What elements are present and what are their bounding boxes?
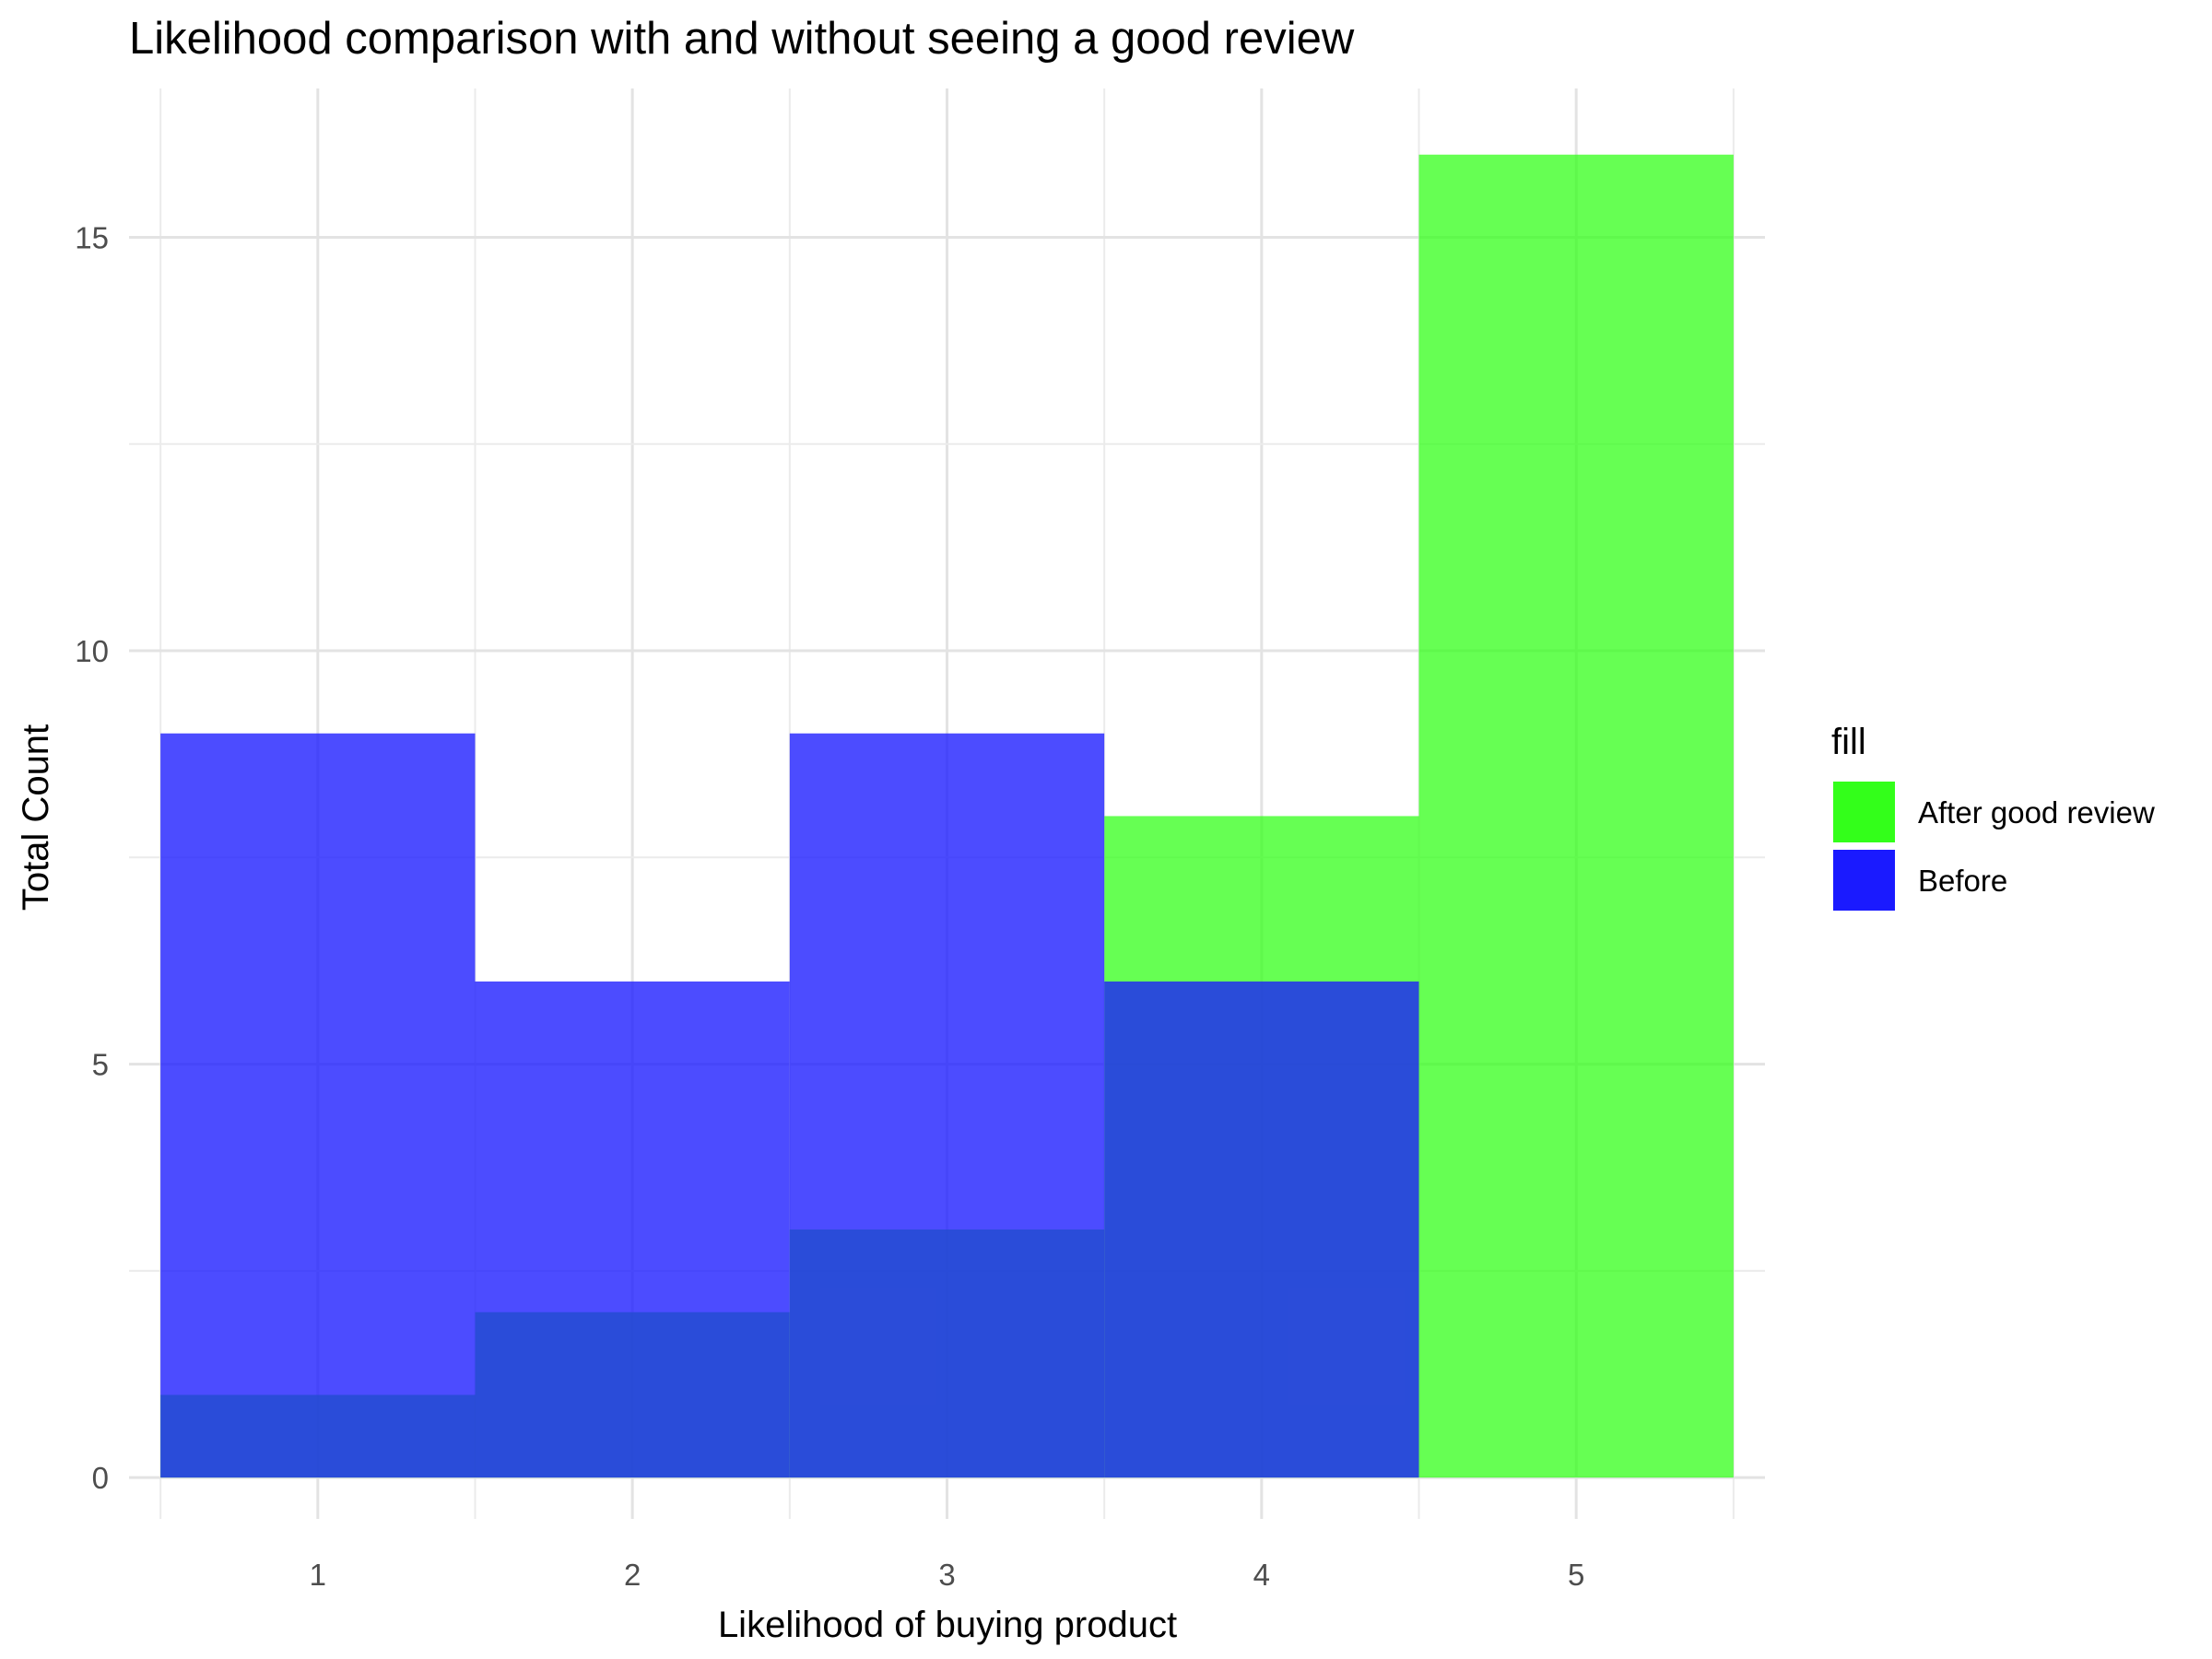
x-tick-label: 4 bbox=[1253, 1558, 1270, 1592]
legend-entry-label: Before bbox=[1918, 864, 2007, 898]
legend-entry-label: After good review bbox=[1918, 795, 2155, 830]
x-tick-label: 5 bbox=[1568, 1558, 1584, 1592]
legend-swatch bbox=[1833, 850, 1895, 911]
y-tick-label: 15 bbox=[75, 220, 109, 254]
bar-series-1-cat-3 bbox=[789, 733, 1105, 1478]
x-axis-label: Likelihood of buying product bbox=[718, 1605, 1177, 1645]
bar-series-1-cat-4 bbox=[1104, 981, 1419, 1478]
y-axis-label: Total Count bbox=[16, 724, 56, 911]
y-tick-label: 0 bbox=[92, 1461, 109, 1495]
y-tick-label: 10 bbox=[75, 634, 109, 668]
bars bbox=[160, 154, 1734, 1478]
ticks: 1 2 3 4 5 0 5 10 15 bbox=[75, 220, 1584, 1592]
x-tick-label: 3 bbox=[938, 1558, 955, 1592]
x-tick-label: 2 bbox=[624, 1558, 641, 1592]
y-tick-label: 5 bbox=[92, 1048, 109, 1082]
x-tick-label: 1 bbox=[310, 1558, 326, 1592]
chart-title: Likelihood comparison with and without s… bbox=[129, 14, 1355, 64]
legend-title: fill bbox=[1831, 722, 1866, 762]
bar-series-0-cat-5 bbox=[1418, 154, 1734, 1478]
legend-swatch bbox=[1833, 782, 1895, 842]
bar-series-1-cat-2 bbox=[475, 981, 790, 1478]
bar-series-1-cat-1 bbox=[160, 733, 476, 1478]
legend: fill After good review Before bbox=[1831, 722, 2155, 911]
